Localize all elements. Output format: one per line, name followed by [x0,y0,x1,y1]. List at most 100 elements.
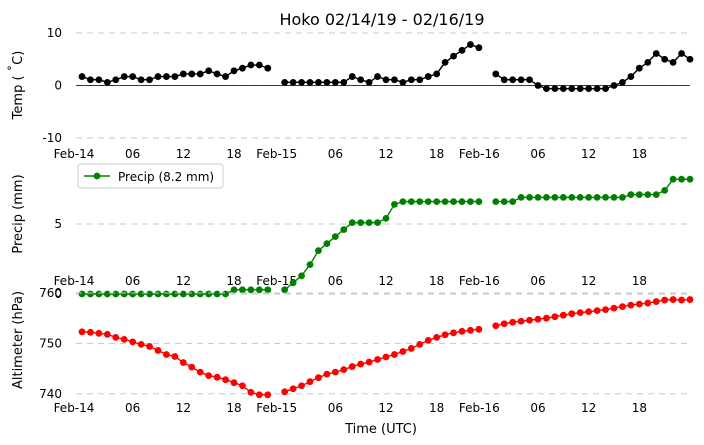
data-point [610,82,618,89]
x-tick-label: 18 [226,274,241,288]
y-axis-label-text: Temp ( [11,71,26,120]
data-point [568,310,576,318]
data-point [407,76,415,84]
data-point [407,198,415,206]
data-point [661,296,669,304]
data-point [576,194,584,201]
data-point [306,261,314,268]
data-point [205,290,213,298]
data-point [492,322,500,330]
x-tick-label: 06 [530,401,545,415]
data-point [391,76,398,84]
x-tick-label: 12 [581,401,596,415]
data-point [467,41,474,48]
x-tick-label: 18 [429,274,444,288]
data-point [500,198,508,206]
data-point [264,64,272,72]
data-point [154,290,162,298]
data-point [458,46,466,54]
data-point [568,194,576,201]
data-point [678,296,685,304]
data-point [568,85,576,93]
series-line [495,52,691,90]
data-point [652,191,660,199]
data-point [399,198,407,206]
data-point [391,201,398,208]
x-tick-label: 12 [378,401,393,415]
legend-box [77,163,224,189]
data-point [120,73,128,80]
data-point [331,78,339,86]
data-point [686,296,694,303]
data-point [357,76,365,84]
data-point [458,198,466,206]
data-point [678,175,685,183]
data-point [543,314,550,322]
data-point [340,366,348,374]
data-point [78,328,86,336]
data-point [424,198,432,206]
data-point [87,76,94,84]
data-point [213,373,221,381]
chart-title: Hoko 02/14/19 - 02/16/19 [279,10,484,29]
data-point [619,303,626,311]
data-point [534,194,542,201]
data-point [492,70,500,78]
x-tick-label: 18 [429,147,444,161]
data-point [543,194,550,201]
y-tick-label: 10 [47,26,62,40]
data-point [95,76,103,84]
data-point [281,388,289,396]
data-point [526,316,533,324]
data-point [534,315,542,323]
data-point [686,55,694,63]
data-point [239,382,246,390]
panel-3: 740 750 760 Altimeter (hPa) Feb-14 06 12 18 Feb-… [11,286,694,415]
data-point [509,318,517,326]
data-point [171,73,179,80]
data-point [340,78,348,86]
data-point [213,70,221,78]
data-point [492,198,500,206]
data-point [382,353,390,361]
data-point [255,61,263,69]
x-tick-label: Feb-16 [459,401,500,415]
data-point [475,198,483,206]
data-point [669,175,677,183]
data-point [120,290,128,298]
data-point [264,391,272,399]
data-point [78,290,86,298]
x-tick-label: Feb-15 [256,401,297,415]
x-tick-label: 12 [581,147,596,161]
data-point [179,359,187,366]
y-tick-label: 0 [54,287,62,301]
data-point [357,360,365,368]
x-tick-label: 06 [328,401,343,415]
data-point [129,73,137,80]
data-point [475,325,483,333]
data-point [585,308,593,316]
data-point [196,70,204,78]
data-point [247,286,255,294]
data-point [171,353,179,360]
data-point [441,59,449,66]
data-point [188,363,196,371]
data-point [154,347,162,354]
x-tick-label: Feb-16 [459,274,500,288]
y-tick-label: 5 [54,217,62,231]
data-point [669,296,677,303]
data-point [281,286,289,294]
x-tick-label: Feb-15 [256,147,297,161]
data-point [298,272,305,280]
x-tick-label: 12 [176,274,191,288]
data-point [365,219,373,227]
data-point [331,233,339,241]
data-point [146,343,153,350]
data-point [112,76,120,84]
data-point [517,194,525,201]
data-point [289,279,297,287]
data-point [644,191,652,199]
data-point [416,76,424,84]
data-point [129,290,137,298]
data-point [348,219,356,227]
